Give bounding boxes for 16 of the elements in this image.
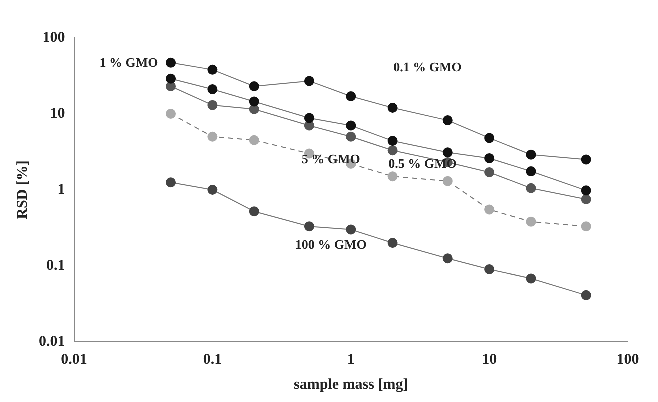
y-tick-label: 10 bbox=[50, 106, 66, 122]
x-tick-label: 0.1 bbox=[203, 352, 222, 368]
y-tick-label: 0.1 bbox=[46, 258, 66, 274]
series-label: 1 % GMO bbox=[100, 55, 158, 70]
text: 0.1 % GMO bbox=[394, 59, 462, 74]
y-axis-title: RSD [%] bbox=[14, 160, 31, 220]
series-label: 5 % GMO bbox=[302, 151, 360, 166]
x-axis-title: sample mass [mg] bbox=[294, 376, 408, 393]
x-tick-label: 0.01 bbox=[61, 352, 88, 368]
y-tick-label: 0.01 bbox=[39, 334, 66, 350]
x-tick-label: 100 bbox=[616, 352, 640, 368]
series-label: 100 % GMO bbox=[295, 237, 367, 252]
y-tick-label: 100 bbox=[42, 30, 66, 46]
y-tick-label: 1 bbox=[58, 182, 66, 198]
x-tick-label: 1 bbox=[347, 352, 355, 368]
x-tick-label: 10 bbox=[482, 352, 498, 368]
